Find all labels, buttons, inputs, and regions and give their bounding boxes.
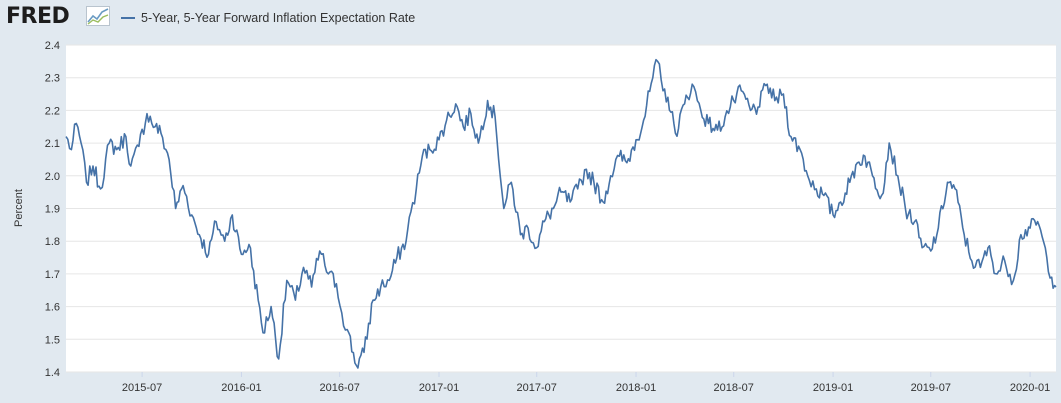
y-axis-label: Percent — [13, 189, 25, 227]
y-tick-label: 1.4 — [45, 367, 60, 379]
x-tick-label: 2018-01 — [616, 382, 656, 394]
x-tick-label: 2018-07 — [714, 382, 754, 394]
x-tick-label: 2017-01 — [419, 382, 459, 394]
x-tick-label: 2017-07 — [517, 382, 557, 394]
fred-line-chart-icon — [86, 6, 110, 26]
x-tick-label: 2016-01 — [221, 382, 261, 394]
chart-header: FRED 5-Year, 5-Year Forward Inflation Ex… — [0, 0, 1061, 36]
x-tick-label: 2019-01 — [813, 382, 853, 394]
y-tick-label: 2.0 — [45, 171, 60, 183]
y-tick-label: 2.1 — [45, 138, 60, 150]
chart-legend[interactable]: 5-Year, 5-Year Forward Inflation Expecta… — [121, 9, 415, 27]
x-axis-tick-labels: 2015-07 2016-01 2016-07 2017-01 2017-07 2018-… — [122, 372, 1050, 394]
x-tick-label: 2015-07 — [122, 382, 162, 394]
y-tick-label: 2.3 — [45, 73, 60, 85]
series-line[interactable] — [65, 58, 1057, 369]
y-axis-tick-labels: 1.4 1.5 1.6 1.7 1.8 1.9 2.0 2.1 2.2 2.3 2.4 — [45, 40, 60, 379]
series-group — [65, 58, 1057, 369]
legend-swatch — [121, 17, 135, 19]
x-tick-label: 2016-07 — [319, 382, 359, 394]
y-tick-label: 1.8 — [45, 236, 60, 248]
y-tick-label: 1.5 — [45, 334, 60, 346]
y-tick-label: 2.4 — [45, 40, 60, 52]
y-tick-label: 1.9 — [45, 204, 60, 216]
x-tick-label: 2020-01 — [1010, 382, 1050, 394]
x-tick-label: 2019-07 — [911, 382, 951, 394]
fred-logo[interactable]: FRED — [6, 4, 70, 29]
y-tick-label: 2.2 — [45, 105, 60, 117]
gridlines — [66, 44, 1056, 373]
y-tick-label: 1.7 — [45, 269, 60, 281]
y-tick-label: 1.6 — [45, 302, 60, 314]
legend-series-label: 5-Year, 5-Year Forward Inflation Expecta… — [141, 11, 416, 25]
